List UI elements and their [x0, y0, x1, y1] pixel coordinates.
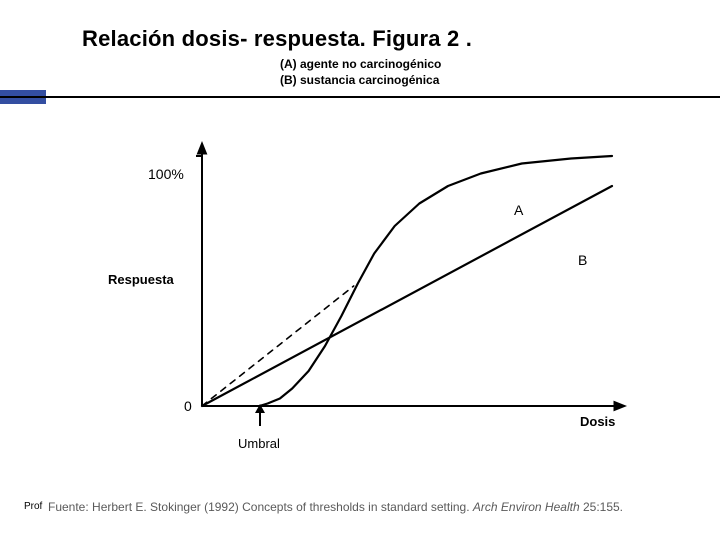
series-b-label: B [578, 252, 587, 268]
source-citation: Fuente: Herbert E. Stokinger (1992) Conc… [48, 500, 623, 514]
source-author: Herbert E. Stokinger (1992) Concepts of … [92, 500, 473, 514]
series-a-label: A [514, 202, 523, 218]
dose-response-chart: 100% Respuesta 0 Dosis Umbral A B [92, 136, 632, 466]
horizontal-rule [0, 96, 720, 98]
y-zero-label: 0 [184, 398, 192, 414]
source-volpages: 25:155. [583, 500, 623, 514]
y-max-label: 100% [148, 166, 184, 182]
slide-subtitle: (A) agente no carcinogénico (B) sustanci… [280, 56, 441, 88]
y-axis-label: Respuesta [108, 272, 174, 287]
threshold-label: Umbral [238, 436, 280, 451]
source-prefix: Fuente: [48, 500, 92, 514]
source-journal: Arch Environ Health [473, 500, 583, 514]
corner-text: Prof [24, 501, 42, 512]
x-axis-label: Dosis [580, 414, 615, 429]
slide-title: Relación dosis- respuesta. Figura 2 . [82, 26, 472, 52]
subtitle-line-b: (B) sustancia carcinogénica [280, 73, 439, 87]
subtitle-line-a: (A) agente no carcinogénico [280, 57, 441, 71]
